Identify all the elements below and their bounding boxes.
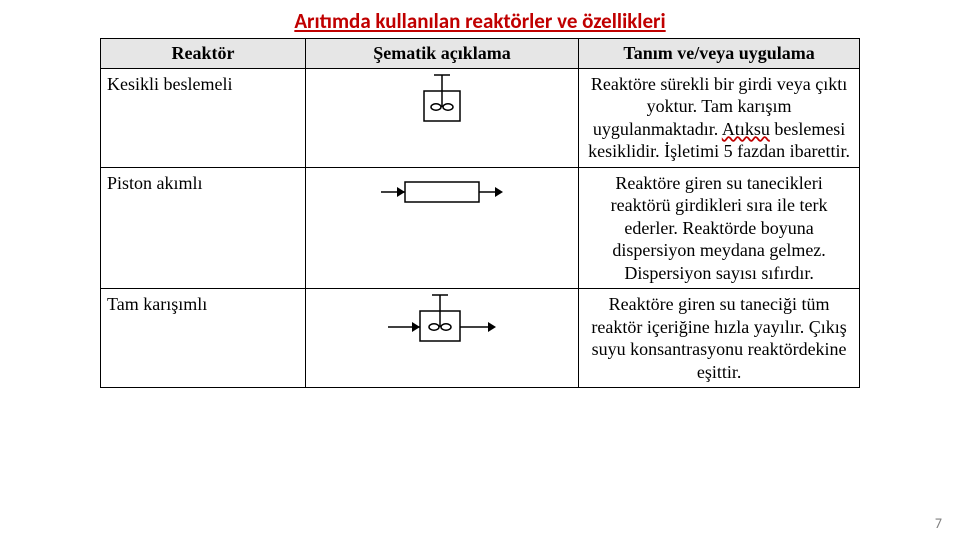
table-row: Piston akımlı Reaktöre giren su tanecikl [101,167,860,289]
desc-text-pre: Reaktöre giren su tanecikleri reaktörü g… [611,173,828,283]
reactor-name: Piston akımlı [101,167,306,289]
reactor-schematic [305,167,578,289]
reactor-name: Kesikli beslemeli [101,68,306,167]
reactor-desc: Reaktöre giren su tanecikleri reaktörü g… [579,167,860,289]
table-row: Tam karışımlı [101,289,860,388]
reactor-schematic [305,68,578,167]
reactor-schematic [305,289,578,388]
reactor-name: Tam karışımlı [101,289,306,388]
col-header-desc: Tanım ve/veya uygulama [579,39,860,69]
reactor-desc: Reaktöre giren su taneciği tüm reaktör i… [579,289,860,388]
stirred-tank-icon [412,73,472,129]
page-number: 7 [935,515,942,532]
plug-flow-icon [377,172,507,212]
table-header-row: Reaktör Şematik açıklama Tanım ve/veya u… [101,39,860,69]
page-title: Arıtımda kullanılan reaktörler ve özelli… [100,8,860,34]
col-header-schematic: Şematik açıklama [305,39,578,69]
reactor-table: Reaktör Şematik açıklama Tanım ve/veya u… [100,38,860,388]
desc-text-pre: Reaktöre giren su taneciği tüm reaktör i… [591,294,846,382]
table-row: Kesikli beslemeli Reaktöre sürekli bir g [101,68,860,167]
desc-text-wavy: Atıksu [722,119,770,139]
reactor-desc: Reaktöre sürekli bir girdi veya çıktı yo… [579,68,860,167]
col-header-reactor: Reaktör [101,39,306,69]
cstr-icon [382,293,502,349]
